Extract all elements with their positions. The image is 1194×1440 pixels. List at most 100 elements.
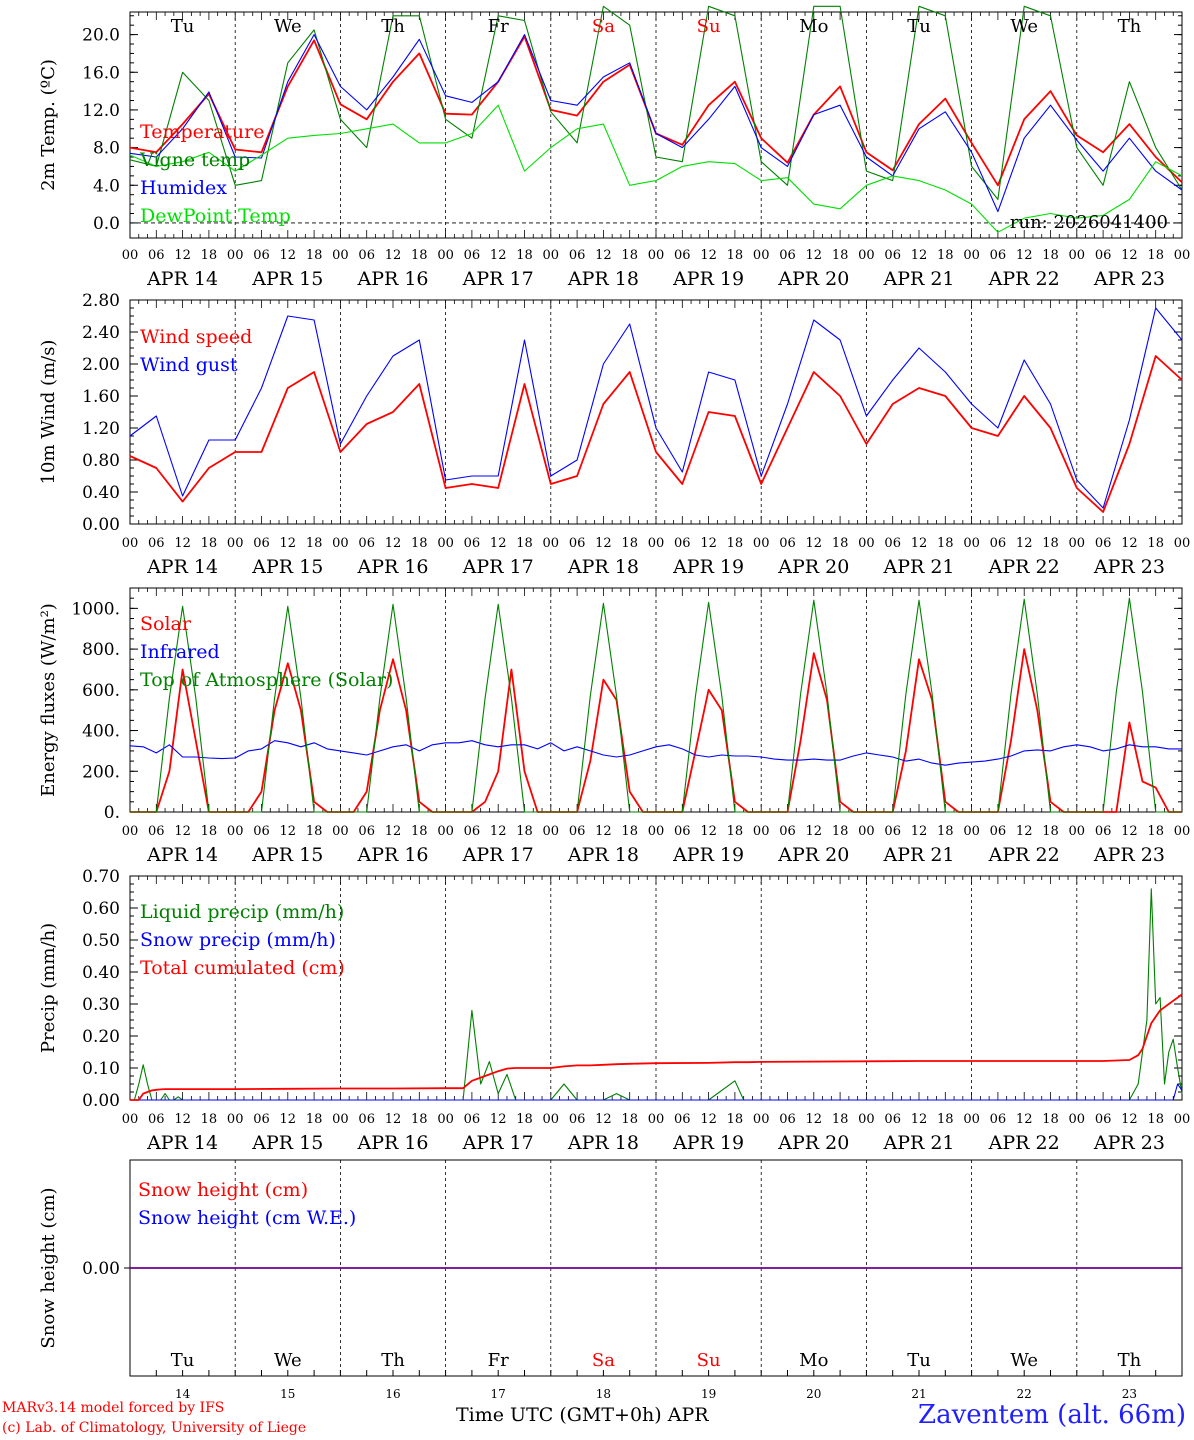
- legend-entry: Snow height (cm): [138, 1179, 308, 1201]
- x-hour-label: 00: [963, 536, 980, 551]
- x-hour-label: 12: [1121, 248, 1138, 263]
- x-hour-label: 06: [253, 248, 270, 263]
- x-hour-label: 12: [1121, 824, 1138, 839]
- x-hour-label: 06: [148, 536, 165, 551]
- run-label: run: 2026041400: [1010, 212, 1168, 233]
- weekday-label: Th: [381, 16, 405, 37]
- x-hour-label: 12: [595, 536, 612, 551]
- y-tick-label: 0.00: [82, 1259, 120, 1279]
- series-line-top-of-atmosphere-solar: [130, 597, 1182, 813]
- y-tick-label: 16.0: [82, 63, 120, 83]
- x-hour-label: 06: [779, 248, 796, 263]
- y-tick-label: 0.40: [82, 963, 120, 983]
- panel-4: [129, 875, 1183, 1101]
- x-hour-label: 12: [911, 1112, 928, 1127]
- y-tick-label: 0.70: [82, 867, 120, 887]
- x-hour-label: 00: [858, 536, 875, 551]
- x-hour-label: 18: [1147, 1112, 1164, 1127]
- x-hour-label: 06: [148, 248, 165, 263]
- station-label: Zaventem (alt. 66m): [918, 1400, 1186, 1430]
- x-hour-label: 06: [569, 248, 586, 263]
- x-hour-label: 12: [174, 536, 191, 551]
- weekday-label: Tu: [171, 1350, 195, 1371]
- weekday-label: We: [1010, 16, 1038, 37]
- x-hour-label: 00: [122, 824, 139, 839]
- day-number-label: 16: [385, 1387, 400, 1400]
- series-line-infrared: [129, 740, 1182, 766]
- legend-entry: Snow precip (mm/h): [140, 929, 336, 951]
- x-hour-label: 00: [122, 248, 139, 263]
- y-tick-label: 1.60: [82, 387, 120, 407]
- x-hour-label: 00: [1069, 536, 1086, 551]
- x-hour-label: 00: [648, 824, 665, 839]
- x-hour-label: 12: [490, 1112, 507, 1127]
- x-hour-label: 06: [674, 824, 691, 839]
- x-hour-label: 12: [385, 536, 402, 551]
- x-hour-label: 12: [490, 248, 507, 263]
- legend-entry: Top of Atmosphere (Solar): [140, 669, 393, 691]
- x-hour-label: 12: [806, 1112, 823, 1127]
- x-hour-label: 06: [253, 1112, 270, 1127]
- x-hour-label: 18: [937, 536, 954, 551]
- x-hour-label: 00: [227, 1112, 244, 1127]
- x-hour-label: 18: [411, 248, 428, 263]
- x-hour-label: 06: [779, 1112, 796, 1127]
- x-hour-label: 06: [884, 248, 901, 263]
- x-hour-label: 12: [1121, 536, 1138, 551]
- x-day-label: APR 16: [356, 556, 428, 578]
- y-axis-label: 2m Temp. (ºC): [38, 59, 59, 191]
- day-number-label: 20: [806, 1387, 821, 1400]
- y-tick-label: 0.: [104, 803, 120, 823]
- x-day-label: APR 14: [146, 844, 218, 866]
- weekday-label: Tu: [171, 16, 195, 37]
- x-hour-label: 06: [148, 824, 165, 839]
- y-tick-label: 4.0: [93, 176, 120, 196]
- x-hour-label: 06: [569, 824, 586, 839]
- y-tick-label: 0.00: [82, 1091, 120, 1111]
- x-hour-label: 06: [464, 536, 481, 551]
- x-hour-label: 18: [306, 536, 323, 551]
- weekday-label: We: [274, 1350, 302, 1371]
- x-day-label: APR 20: [777, 1132, 849, 1154]
- x-day-label: APR 22: [988, 556, 1060, 578]
- x-hour-label: 00: [1174, 536, 1191, 551]
- x-day-label: APR 19: [672, 844, 744, 866]
- x-hour-label: 18: [1147, 536, 1164, 551]
- weekday-label: Fr: [488, 16, 509, 37]
- x-hour-label: 12: [385, 824, 402, 839]
- x-hour-label: 18: [621, 248, 638, 263]
- x-hour-label: 00: [1069, 1112, 1086, 1127]
- x-hour-label: 12: [806, 824, 823, 839]
- x-hour-label: 18: [1147, 824, 1164, 839]
- x-hour-label: 18: [516, 248, 533, 263]
- panel-2: [129, 299, 1183, 525]
- x-hour-label: 12: [174, 1112, 191, 1127]
- x-hour-label: 12: [911, 248, 928, 263]
- x-hour-label: 18: [937, 1112, 954, 1127]
- x-hour-label: 18: [727, 248, 744, 263]
- y-tick-label: 400.: [82, 722, 120, 742]
- x-hour-label: 00: [543, 1112, 560, 1127]
- x-hour-label: 00: [753, 1112, 770, 1127]
- x-hour-label: 12: [595, 248, 612, 263]
- x-day-label: APR 20: [777, 268, 849, 290]
- y-axis-label: Precip (mm/h): [38, 923, 59, 1053]
- x-hour-label: 00: [1069, 248, 1086, 263]
- x-day-label: APR 18: [567, 268, 639, 290]
- x-hour-label: 00: [227, 824, 244, 839]
- x-hour-label: 00: [963, 824, 980, 839]
- x-hour-label: 18: [201, 536, 218, 551]
- x-hour-label: 06: [464, 248, 481, 263]
- legend-entry: Temperature: [140, 121, 264, 143]
- y-tick-label: 20.0: [82, 26, 120, 46]
- x-hour-label: 06: [990, 536, 1007, 551]
- x-hour-label: 00: [1174, 1112, 1191, 1127]
- x-day-label: APR 16: [356, 1132, 428, 1154]
- x-hour-label: 06: [674, 536, 691, 551]
- x-hour-label: 00: [648, 248, 665, 263]
- x-day-label: APR 22: [988, 1132, 1060, 1154]
- legend-entry: Infrared: [140, 641, 220, 663]
- x-hour-label: 12: [1016, 824, 1033, 839]
- x-hour-label: 18: [832, 824, 849, 839]
- x-hour-label: 06: [148, 1112, 165, 1127]
